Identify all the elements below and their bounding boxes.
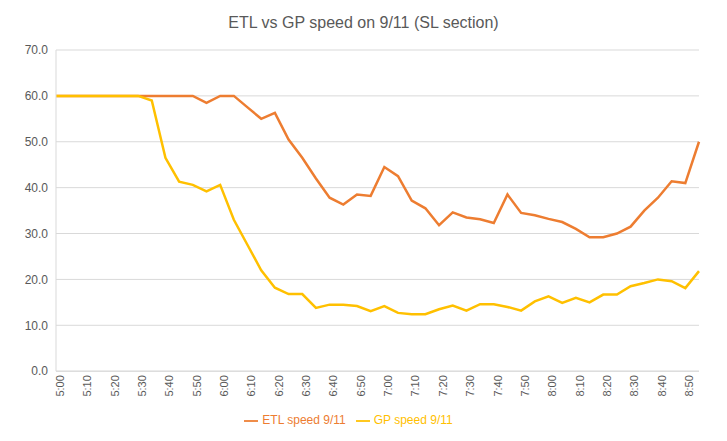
svg-text:8:10: 8:10 — [574, 375, 586, 396]
svg-text:6:00: 6:00 — [218, 375, 230, 396]
svg-text:20.0: 20.0 — [25, 273, 49, 287]
svg-text:5:30: 5:30 — [136, 375, 148, 396]
svg-text:70.0: 70.0 — [25, 43, 49, 57]
svg-text:5:40: 5:40 — [163, 375, 175, 396]
svg-text:7:10: 7:10 — [410, 375, 422, 396]
svg-text:5:10: 5:10 — [81, 375, 93, 396]
svg-text:5:20: 5:20 — [109, 375, 121, 396]
svg-text:8:50: 8:50 — [683, 375, 695, 396]
html-text:ETL speed 9/11: ETL speed 9/11 — [262, 413, 346, 428]
svg-text:8:00: 8:00 — [546, 375, 558, 396]
svg-text:5:00: 5:00 — [54, 375, 66, 396]
svg-text:40.0: 40.0 — [25, 181, 49, 195]
svg-text:50.0: 50.0 — [25, 135, 49, 149]
html-text:ETL vs GP speed on 9/11 (SL se: ETL vs GP speed on 9/11 (SL section) — [228, 14, 499, 31]
svg-text:6:40: 6:40 — [327, 375, 339, 396]
svg-text:30.0: 30.0 — [25, 227, 49, 241]
svg-text:7:40: 7:40 — [492, 375, 504, 396]
svg-text:7:20: 7:20 — [437, 375, 449, 396]
svg-text:6:30: 6:30 — [300, 375, 312, 396]
svg-text:0.0: 0.0 — [31, 364, 48, 378]
svg-text:7:30: 7:30 — [464, 375, 476, 396]
svg-text:8:30: 8:30 — [628, 375, 640, 396]
svg-text:8:40: 8:40 — [656, 375, 668, 396]
svg-text:6:10: 6:10 — [245, 375, 257, 396]
svg-text:7:50: 7:50 — [519, 375, 531, 396]
svg-text:5:50: 5:50 — [191, 375, 203, 396]
svg-text:60.0: 60.0 — [25, 89, 49, 103]
svg-text:6:20: 6:20 — [273, 375, 285, 396]
svg-text:8:20: 8:20 — [601, 375, 613, 396]
svg-text:7:00: 7:00 — [382, 375, 394, 396]
svg-text:10.0: 10.0 — [25, 319, 49, 333]
svg-text:6:50: 6:50 — [355, 375, 367, 396]
html-text:GP speed 9/11: GP speed 9/11 — [373, 413, 453, 428]
